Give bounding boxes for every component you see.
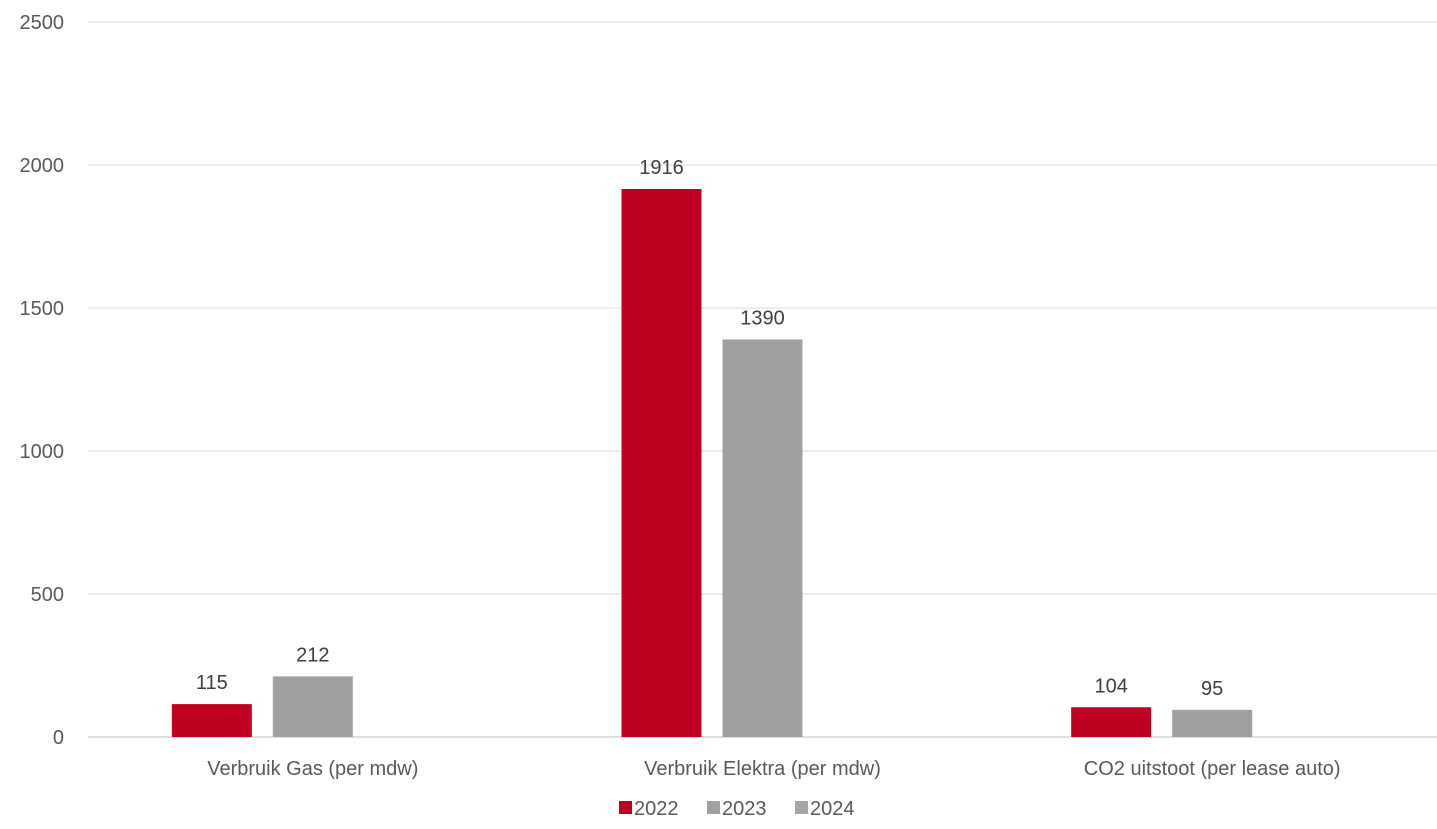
y-tick-label: 1000 xyxy=(20,441,65,463)
legend-swatch-2022 xyxy=(619,801,632,814)
legend-label: 2024 xyxy=(810,798,855,820)
y-tick-label: 0 xyxy=(53,727,64,749)
data-label: 1916 xyxy=(639,157,684,179)
y-tick-label: 2000 xyxy=(20,155,65,177)
data-label: 95 xyxy=(1201,678,1223,700)
bar-2022-2 xyxy=(1071,707,1152,737)
x-category-label: Verbruik Elektra (per mdw) xyxy=(644,758,881,780)
data-label: 1390 xyxy=(740,307,785,329)
legend-label: 2022 xyxy=(634,798,679,820)
bars xyxy=(171,189,1253,738)
y-tick-label: 1500 xyxy=(20,298,65,320)
y-tick-label: 500 xyxy=(31,584,64,606)
bar-2023-0 xyxy=(272,676,353,737)
bar-2022-0 xyxy=(171,704,252,737)
legend-swatch-2023 xyxy=(707,801,720,814)
y-tick-label: 2500 xyxy=(20,12,65,34)
x-category-label: CO2 uitstoot (per lease auto) xyxy=(1084,758,1341,780)
legend-label: 2023 xyxy=(722,798,767,820)
y-axis-ticks: 0 500 1000 1500 2000 2500 xyxy=(20,12,65,749)
bar-2023-1 xyxy=(722,339,803,737)
legend-swatch-2024 xyxy=(795,801,808,814)
x-axis-categories: Verbruik Gas (per mdw) Verbruik Elektra (… xyxy=(207,758,1340,780)
data-label: 212 xyxy=(296,644,329,666)
bar-2023-2 xyxy=(1172,709,1253,737)
legend: 2022 2023 2024 xyxy=(619,798,855,820)
data-labels: 115 212 1916 1390 104 95 xyxy=(196,157,1223,700)
bar-2022-1 xyxy=(621,189,702,738)
data-label: 115 xyxy=(196,672,228,694)
x-category-label: Verbruik Gas (per mdw) xyxy=(207,758,418,780)
data-label: 104 xyxy=(1094,675,1127,697)
